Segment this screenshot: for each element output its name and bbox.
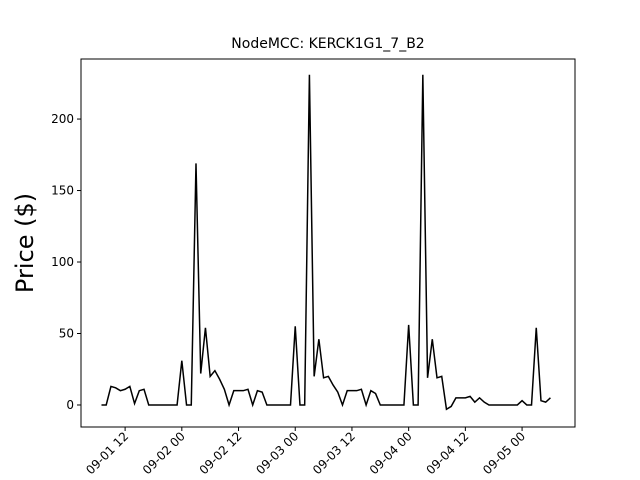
x-tick-label: 09-03 12 — [310, 429, 358, 477]
x-tick-label: 09-01 12 — [83, 429, 131, 477]
x-tick-label: 09-02 12 — [197, 429, 245, 477]
x-tick-label: 09-04 12 — [423, 429, 471, 477]
y-axis-label: Price ($) — [11, 193, 39, 293]
y-tick-label: 100 — [51, 255, 74, 269]
y-tick-label: 50 — [59, 326, 74, 340]
chart-title: NodeMCC: KERCK1G1_7_B2 — [231, 36, 424, 52]
x-tick-label: 09-03 00 — [253, 429, 301, 477]
x-tick-label: 09-02 00 — [140, 429, 188, 477]
x-tick-label: 09-04 00 — [367, 429, 415, 477]
y-tick-label: 150 — [51, 184, 74, 198]
x-tick-label: 09-05 00 — [480, 429, 528, 477]
plot-frame — [80, 58, 576, 428]
y-tick-label: 0 — [66, 398, 74, 412]
data-line — [101, 74, 551, 411]
y-tick-label: 200 — [51, 112, 74, 126]
